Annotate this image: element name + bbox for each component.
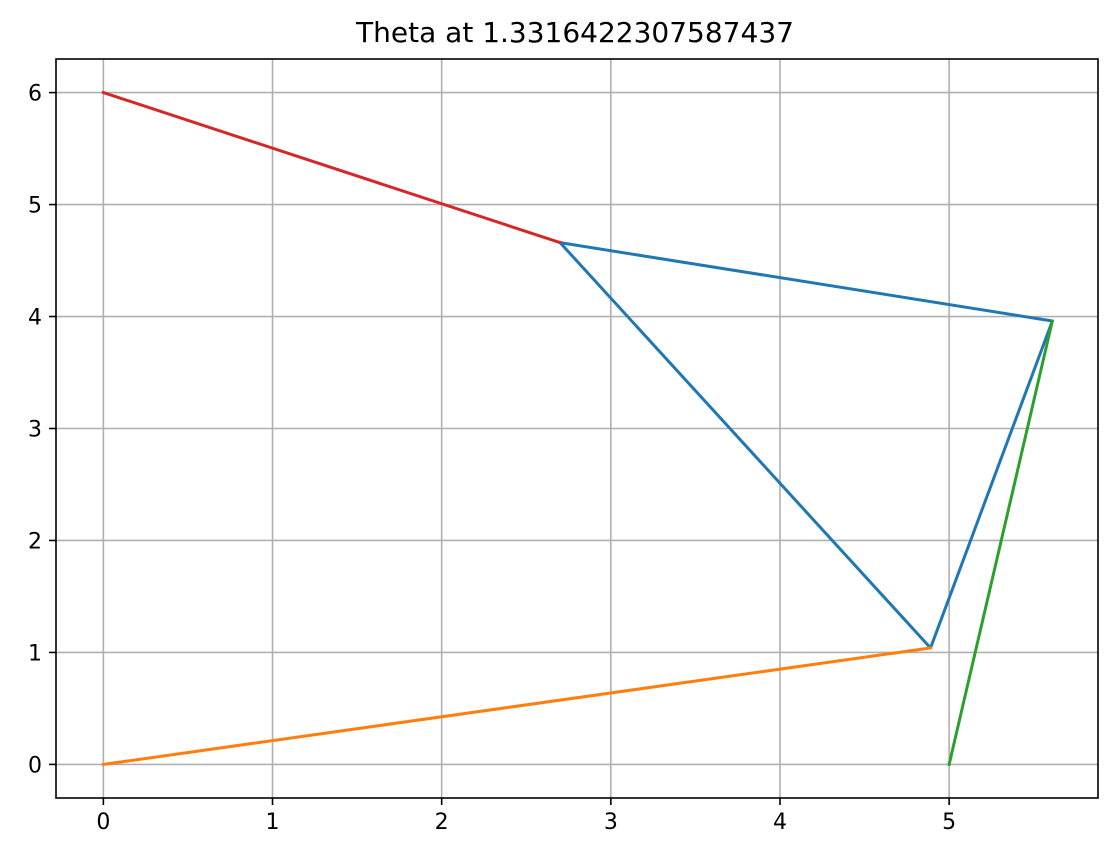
- series-link-orange: [101, 646, 933, 767]
- x-tick-label: 4: [773, 810, 787, 835]
- y-axis: 0 1 2 3 4 5 6: [28, 82, 56, 778]
- grid: [56, 59, 1098, 798]
- y-tick-label: 5: [28, 194, 42, 219]
- series-linkage-blue: [557, 240, 1054, 650]
- y-tick-label: 2: [28, 529, 42, 554]
- x-axis: 0 1 2 3 4 5: [96, 798, 956, 835]
- x-tick-label: 0: [96, 810, 110, 835]
- x-tick-label: 2: [435, 810, 449, 835]
- series-link-green: [947, 319, 1055, 767]
- y-tick-label: 4: [28, 306, 42, 331]
- x-tick-label: 5: [942, 810, 956, 835]
- x-tick-label: 1: [266, 810, 280, 835]
- plot-area: [101, 90, 1055, 767]
- y-tick-label: 1: [28, 641, 42, 666]
- x-tick-label: 3: [604, 810, 618, 835]
- y-tick-label: 3: [28, 418, 42, 443]
- series-link-red: [101, 90, 562, 245]
- chart-title: Theta at 1.3316422307587437: [355, 16, 794, 49]
- y-tick-label: 6: [28, 82, 42, 107]
- y-tick-label: 0: [28, 753, 42, 778]
